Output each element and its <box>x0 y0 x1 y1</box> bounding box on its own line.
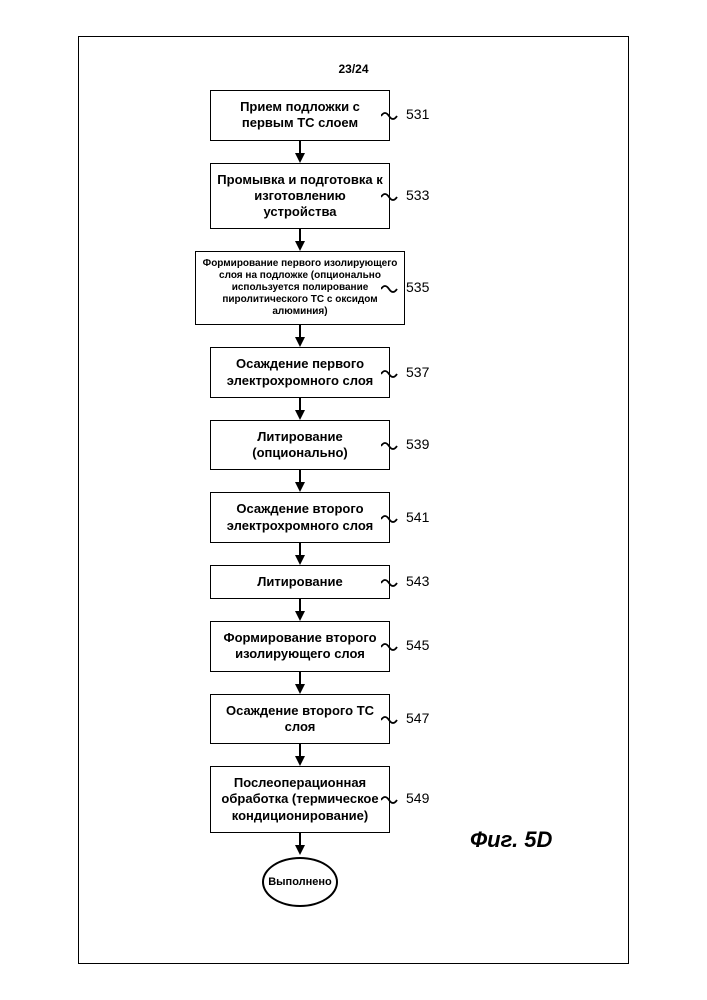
ref-connector <box>381 793 399 811</box>
flowchart-column: Прием подложки с первым TC слоем Промывка… <box>170 90 430 907</box>
flow-step: Формирование второго изолирующего слоя <box>210 621 390 672</box>
ref-number: 537 <box>406 364 429 380</box>
ref-connector <box>381 713 399 731</box>
ref-connector <box>381 367 399 385</box>
page-number: 23/24 <box>0 62 707 76</box>
ref-connector <box>381 512 399 530</box>
flow-arrow <box>292 599 308 621</box>
ref-connector <box>381 640 399 658</box>
ref-number: 531 <box>406 106 429 122</box>
ref-number: 533 <box>406 187 429 203</box>
flow-step: Осаждение первого электрохромного слоя <box>210 347 390 398</box>
ref-number: 549 <box>406 790 429 806</box>
ref-number: 535 <box>406 279 429 295</box>
ref-connector <box>381 576 399 594</box>
figure-caption: Фиг. 5D <box>470 827 552 853</box>
flow-arrow <box>292 229 308 251</box>
flow-terminator: Выполнено <box>262 857 338 907</box>
ref-connector <box>381 282 399 300</box>
ref-number: 541 <box>406 509 429 525</box>
flow-step: Формирование первого изолирующего слоя н… <box>195 251 405 325</box>
ref-number: 539 <box>406 436 429 452</box>
flow-arrow <box>292 744 308 766</box>
flow-arrow <box>292 325 308 347</box>
ref-number: 545 <box>406 637 429 653</box>
page-root: 23/24 Прием подложки с первым TC слоемПр… <box>0 0 707 1000</box>
flow-step: Литирование <box>210 565 390 599</box>
flow-step: Послеоперационная обработка (термическое… <box>210 766 390 833</box>
flow-step: Литирование (опционально) <box>210 420 390 471</box>
ref-connector <box>381 439 399 457</box>
flow-step: Осаждение второго TC слоя <box>210 694 390 745</box>
flow-step: Прием подложки с первым TC слоем <box>210 90 390 141</box>
flow-step: Осаждение второго электрохромного слоя <box>210 492 390 543</box>
flow-arrow <box>292 398 308 420</box>
ref-connector <box>381 190 399 208</box>
flow-arrow <box>292 833 308 855</box>
flow-arrow <box>292 672 308 694</box>
ref-number: 543 <box>406 573 429 589</box>
ref-connector <box>381 109 399 127</box>
ref-number: 547 <box>406 710 429 726</box>
flow-arrow <box>292 543 308 565</box>
flow-arrow <box>292 141 308 163</box>
flow-arrow <box>292 470 308 492</box>
flow-step: Промывка и подготовка к изготовлению уст… <box>210 163 390 230</box>
